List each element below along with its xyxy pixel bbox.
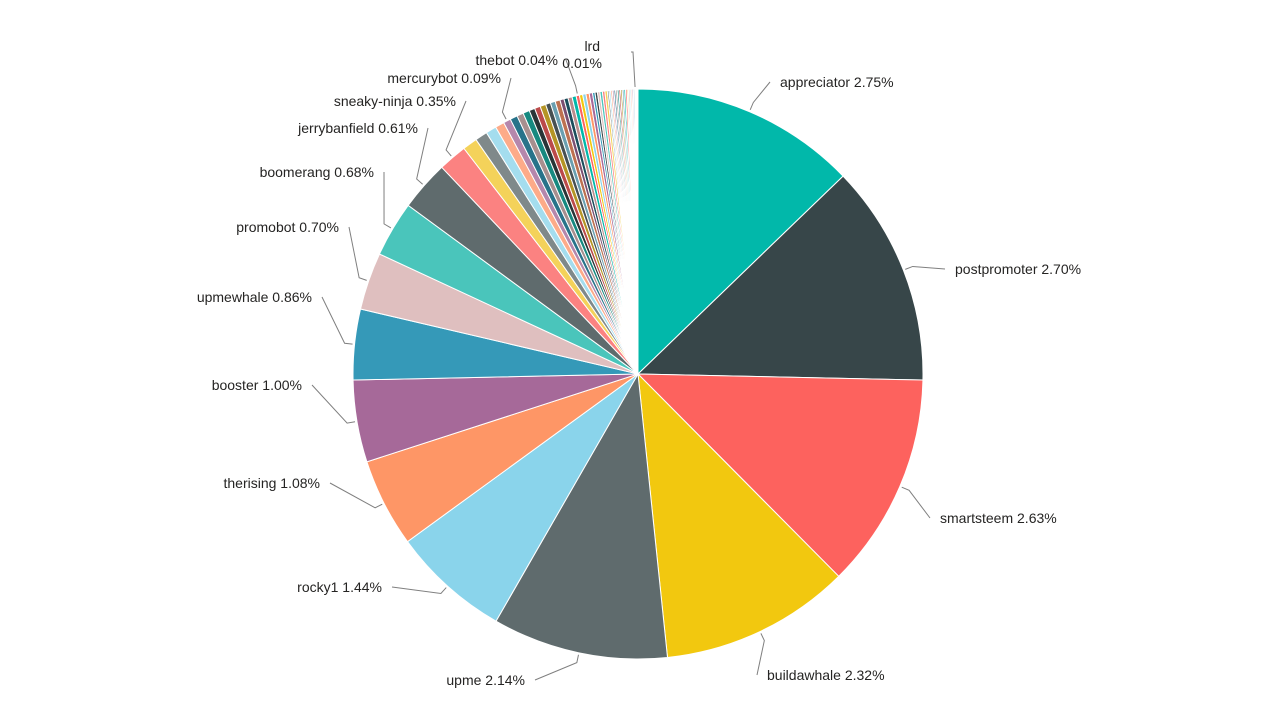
leader-line — [391, 586, 447, 595]
leader-line — [534, 654, 579, 681]
slice-label: smartsteem 2.63% — [940, 510, 1057, 526]
slice-label: thebot 0.04% — [475, 52, 558, 68]
pie-slice[interactable] — [637, 88, 844, 376]
pie-slice[interactable] — [636, 88, 639, 375]
slice-label: promobot 0.70% — [236, 219, 339, 235]
leader-line — [445, 100, 467, 157]
slice-label: mercurybot 0.09% — [387, 70, 501, 86]
slice-label: jerrybanfield 0.61% — [297, 120, 418, 136]
leader-line — [311, 384, 356, 424]
pie-slice[interactable] — [637, 372, 840, 659]
slice-label: lrd 0.01% — [562, 38, 602, 71]
leader-line — [416, 127, 429, 185]
slice-label: upmewhale 0.86% — [197, 289, 312, 305]
slice-label: boomerang 0.68% — [260, 164, 374, 180]
leader-line — [565, 59, 578, 94]
slice-label: buildawhale 2.32% — [767, 667, 885, 683]
pie-slice[interactable] — [636, 175, 924, 381]
slice-label: postpromoter 2.70% — [955, 261, 1081, 277]
pie-slice[interactable] — [636, 373, 924, 578]
leader-line — [756, 633, 765, 676]
pie-slice[interactable] — [495, 372, 669, 660]
slice-label: sneaky-ninja 0.35% — [334, 93, 456, 109]
leader-line — [329, 482, 383, 509]
slice-label: booster 1.00% — [212, 377, 302, 393]
leader-line — [905, 265, 946, 270]
leader-line — [383, 171, 392, 229]
leader-line — [749, 81, 771, 111]
slice-label: rocky1 1.44% — [297, 579, 382, 595]
leader-line — [321, 296, 353, 345]
leader-line — [901, 486, 931, 519]
leader-line — [631, 51, 636, 88]
leader-line — [501, 77, 512, 120]
slice-label: therising 1.08% — [223, 475, 320, 491]
leader-line — [348, 226, 367, 281]
slice-label: upme 2.14% — [446, 672, 525, 688]
slice-label: appreciator 2.75% — [780, 74, 894, 90]
pie-slice[interactable] — [406, 373, 639, 622]
